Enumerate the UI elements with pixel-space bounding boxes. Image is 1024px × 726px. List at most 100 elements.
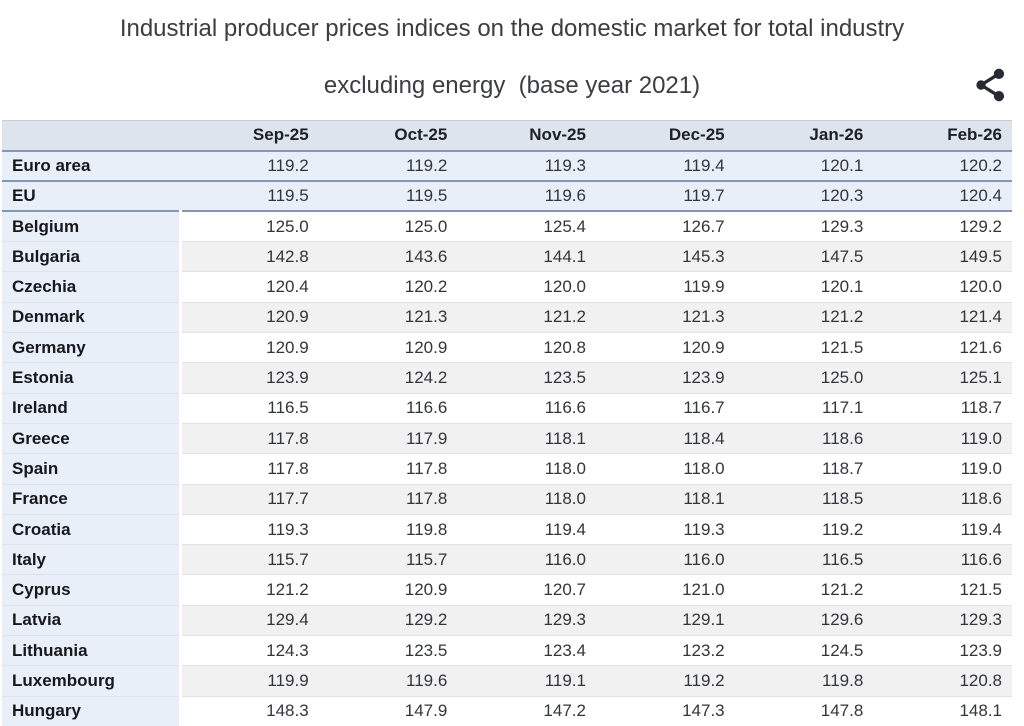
table-cell: 118.1: [595, 484, 735, 515]
table-cell: 121.2: [180, 574, 319, 606]
row-header: Cyprus: [2, 574, 182, 606]
table-cell: 120.0: [457, 271, 596, 303]
row-header: EU: [2, 181, 180, 212]
row-header: Greece: [2, 423, 182, 454]
table-cell: 117.8: [318, 484, 458, 515]
table-cell: 129.1: [595, 605, 735, 636]
table-cell: 125.0: [180, 211, 319, 242]
table-cell: 117.8: [180, 423, 319, 454]
table-cell: 117.8: [318, 453, 458, 485]
column-header: Sep-25: [180, 120, 319, 151]
table-cell: 118.7: [873, 393, 1012, 424]
table-cell: 119.4: [873, 514, 1012, 545]
table-cell: 119.6: [457, 181, 596, 212]
table-cell: 121.2: [734, 574, 874, 606]
table-cell: 121.0: [595, 574, 735, 606]
table-cell: 119.4: [457, 514, 596, 545]
row-header: France: [2, 484, 182, 515]
table-cell: 147.2: [457, 696, 596, 726]
table-cell: 116.6: [318, 393, 458, 424]
table-cell: 129.6: [734, 605, 874, 636]
table-body: Euro area 119.2 119.2 119.3 119.4 120.1 120.2 E…: [2, 150, 1012, 726]
table-row: Cyprus 121.2 120.9 120.7 121.0 121.2 121.5: [2, 574, 1012, 606]
table-cell: 121.5: [873, 574, 1012, 606]
table-cell: 129.4: [180, 605, 319, 636]
table-cell: 125.1: [873, 362, 1012, 394]
row-header: Spain: [2, 453, 182, 485]
share-icon: [972, 68, 1008, 107]
table-row: Germany 120.9 120.9 120.8 120.9 121.5 121.6: [2, 332, 1012, 363]
data-table: Sep-25 Oct-25 Nov-25 Dec-25 Jan-26 Feb-26 Eur…: [2, 120, 1012, 726]
page-title-line2: excluding energy (base year 2021): [323, 72, 701, 99]
table-cell: 119.4: [595, 150, 735, 182]
table-row: Ireland 116.5 116.6 116.6 116.7 117.1 118.7: [2, 393, 1012, 424]
row-header: Euro area: [2, 150, 180, 182]
table-cell: 129.3: [873, 605, 1012, 636]
column-header: Dec-25: [595, 120, 735, 151]
row-header: Ireland: [2, 393, 182, 424]
table-row: Luxembourg 119.9 119.6 119.1 119.2 119.8 120.8: [2, 665, 1012, 697]
table-cell: 120.1: [734, 271, 874, 303]
table-cell: 118.6: [734, 423, 874, 454]
table-cell: 120.4: [180, 271, 319, 303]
table-cell: 121.2: [734, 302, 874, 333]
table-cell: 148.1: [873, 696, 1012, 726]
table-cell: 123.5: [318, 635, 458, 666]
table-cell: 125.0: [318, 211, 458, 242]
table-cell: 116.0: [457, 544, 596, 575]
table-cell: 120.3: [734, 181, 874, 212]
table-cell: 124.2: [318, 362, 458, 394]
table-cell: 119.0: [873, 423, 1012, 454]
table-cell: 121.3: [595, 302, 735, 333]
table-cell: 123.9: [595, 362, 735, 394]
table-cell: 126.7: [595, 211, 735, 242]
table-cell: 149.5: [873, 241, 1012, 272]
table-cell: 118.5: [734, 484, 874, 515]
table-cell: 147.3: [595, 696, 735, 726]
table-cell: 120.9: [180, 332, 319, 363]
table-cell: 119.9: [180, 665, 319, 697]
table-cell: 119.3: [457, 150, 596, 182]
table-cell: 119.2: [318, 150, 458, 182]
row-header: Luxembourg: [2, 665, 182, 697]
table-cell: 125.4: [457, 211, 596, 242]
row-header: Estonia: [2, 362, 182, 394]
table-cell: 116.6: [873, 544, 1012, 575]
share-button[interactable]: [972, 66, 1008, 104]
table-cell: 123.5: [457, 362, 596, 394]
table-cell: 116.7: [595, 393, 735, 424]
table-cell: 119.5: [318, 181, 458, 212]
table-row: Latvia 129.4 129.2 129.3 129.1 129.6 129.3: [2, 605, 1012, 636]
table-cell: 117.7: [180, 484, 319, 515]
table-cell: 120.9: [180, 302, 319, 333]
table-cell: 143.6: [318, 241, 458, 272]
table-cell: 118.4: [595, 423, 735, 454]
table-cell: 120.1: [734, 150, 874, 182]
table-cell: 123.9: [873, 635, 1012, 666]
table-cell: 121.2: [457, 302, 596, 333]
table-row: Croatia 119.3 119.8 119.4 119.3 119.2 119.4: [2, 514, 1012, 545]
table-cell: 117.1: [734, 393, 874, 424]
page-title-line1: Industrial producer prices indices on th…: [119, 15, 905, 42]
table-cell: 119.2: [180, 150, 319, 182]
table-cell: 129.3: [457, 605, 596, 636]
table-cell: 119.3: [180, 514, 319, 545]
table-cell: 115.7: [180, 544, 319, 575]
table-cell: 119.5: [180, 181, 319, 212]
table-cell: 119.8: [734, 665, 874, 697]
column-header: Oct-25: [318, 120, 458, 151]
table-cell: 121.6: [873, 332, 1012, 363]
table-cell: 119.9: [595, 271, 735, 303]
table-cell: 123.9: [180, 362, 319, 394]
table-cell: 119.0: [873, 453, 1012, 485]
table-cell: 144.1: [457, 241, 596, 272]
table-row: Estonia 123.9 124.2 123.5 123.9 125.0 125.1: [2, 362, 1012, 394]
table-cell: 147.9: [318, 696, 458, 726]
table-row: France 117.7 117.8 118.0 118.1 118.5 118.6: [2, 484, 1012, 515]
table-cell: 119.2: [734, 514, 874, 545]
table-cell: 121.5: [734, 332, 874, 363]
table-cell: 117.9: [318, 423, 458, 454]
table-cell: 142.8: [180, 241, 319, 272]
table-row: EU 119.5 119.5 119.6 119.7 120.3 120.4: [2, 181, 1012, 212]
column-header: Jan-26: [734, 120, 874, 151]
